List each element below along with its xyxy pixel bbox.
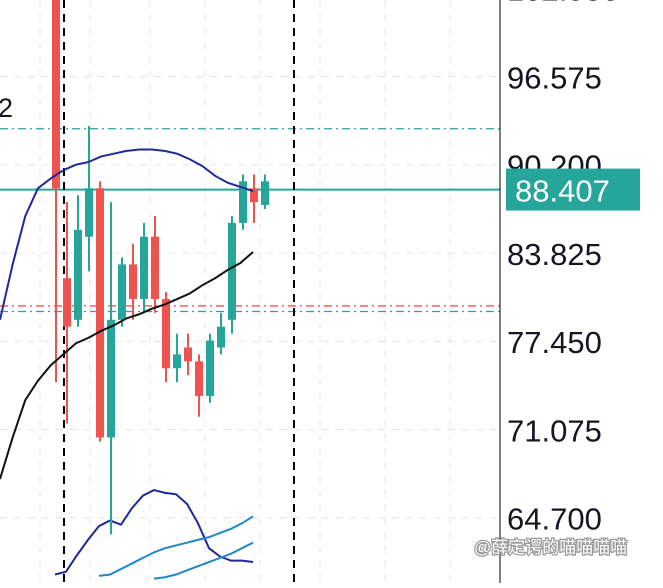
candle-body (261, 181, 269, 205)
left-edge-label: 2 (0, 93, 13, 123)
price-tick-label: 71.075 (507, 413, 602, 448)
candle-body (184, 347, 192, 362)
candle-body (63, 278, 71, 327)
watermark-logo-icon (455, 539, 469, 553)
candle-body (151, 236, 159, 300)
sub-indicator-line (98, 515, 254, 577)
candle-body (239, 181, 247, 223)
candle-body (107, 319, 115, 438)
candle-body (173, 354, 181, 369)
candle-body (162, 299, 170, 369)
indicator-line (0, 148, 254, 321)
last-price-badge (506, 168, 640, 211)
candle-body (217, 326, 225, 348)
price-tick-label: 102.950 (507, 0, 619, 7)
candle-body (96, 188, 104, 438)
candles-layer (52, 0, 269, 535)
last-price-label: 88.407 (515, 174, 610, 209)
candle-body (52, 0, 60, 189)
candle-body (228, 222, 236, 320)
last-price-marker: 88.407 (506, 168, 640, 211)
price-tick-label: 96.575 (507, 61, 602, 96)
sub-indicator-layer (54, 489, 254, 580)
indicator-line (0, 251, 254, 480)
candle-body (195, 361, 203, 396)
candle-body (85, 188, 93, 237)
candle-body (140, 236, 148, 300)
price-axis[interactable]: 102.95096.57590.20083.82577.45071.07564.… (499, 0, 619, 583)
watermark-text: @薛定谔的喵喵喵喵 (474, 538, 627, 557)
candle-body (129, 264, 137, 300)
price-tick-label: 77.450 (507, 325, 602, 360)
watermark: @薛定谔的喵喵喵喵 (455, 537, 629, 558)
candle-body (250, 188, 258, 203)
price-tick-label: 64.700 (507, 502, 602, 537)
sub-indicator-line (54, 489, 254, 576)
candle-body (118, 264, 126, 320)
price-tick-label: 83.825 (507, 237, 602, 272)
candle-body (206, 340, 214, 396)
indicator-layer (0, 148, 254, 480)
sub-indicator-line (153, 541, 254, 580)
candle-body (74, 229, 82, 320)
